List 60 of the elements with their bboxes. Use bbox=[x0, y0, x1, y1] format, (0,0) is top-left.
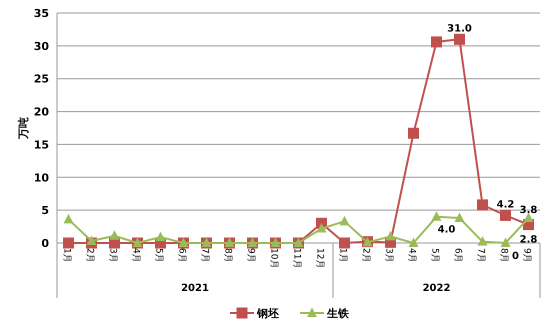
y-tick-label: 30 bbox=[34, 40, 50, 53]
point bbox=[64, 214, 74, 224]
x-tick-label: 6月 bbox=[452, 248, 462, 263]
point bbox=[454, 34, 465, 45]
data-label: 31.0 bbox=[447, 23, 472, 34]
point bbox=[454, 212, 464, 222]
point bbox=[156, 232, 166, 242]
point bbox=[431, 36, 442, 48]
point bbox=[316, 223, 326, 233]
x-tick-label: 6月 bbox=[176, 248, 186, 263]
point bbox=[500, 210, 511, 221]
point bbox=[478, 236, 488, 246]
x-tick-label: 4月 bbox=[406, 248, 416, 263]
data-label: 4.0 bbox=[438, 224, 456, 236]
x-tick-label: 7月 bbox=[200, 248, 210, 263]
x-tick-label: 1月 bbox=[338, 248, 348, 263]
point bbox=[432, 211, 442, 221]
point bbox=[340, 216, 350, 226]
x-tick-label: 5月 bbox=[430, 248, 440, 263]
x-tick-label: 3月 bbox=[384, 248, 394, 263]
data-label: 3.8 bbox=[520, 205, 538, 216]
point bbox=[524, 212, 534, 222]
x-tick-label: 9月 bbox=[522, 248, 532, 263]
point bbox=[408, 128, 419, 139]
data-label: 2.8 bbox=[520, 234, 538, 246]
point bbox=[86, 236, 96, 246]
y-axis-title: 万吨 bbox=[17, 117, 30, 140]
point bbox=[339, 238, 350, 248]
point bbox=[500, 238, 510, 247]
x-tick-label: 8月 bbox=[222, 248, 232, 263]
point bbox=[110, 230, 120, 240]
y-tick-label: 0 bbox=[41, 237, 50, 250]
x-tick-label: 7月 bbox=[476, 248, 486, 263]
y-tick-label: 25 bbox=[34, 72, 49, 86]
x-tick-label: 2月 bbox=[84, 248, 94, 263]
data-label: 0 bbox=[512, 251, 520, 262]
legend-label: 钢坯 bbox=[256, 307, 279, 320]
text: 2022 bbox=[422, 283, 450, 294]
point bbox=[477, 199, 488, 210]
data-label: 4.2 bbox=[496, 199, 514, 210]
y-tick-label: 15 bbox=[34, 138, 49, 152]
text: 2021 bbox=[181, 283, 209, 294]
x-tick-label: 5月 bbox=[154, 248, 164, 263]
y-tick-label: 20 bbox=[34, 106, 50, 119]
x-tick-label: 10月 bbox=[268, 248, 278, 268]
x-tick-label: 9月 bbox=[246, 248, 256, 263]
x-tick-label: 3月 bbox=[108, 248, 118, 263]
x-tick-label: 12月 bbox=[314, 248, 324, 268]
x-tick-label: 8月 bbox=[498, 248, 508, 263]
point bbox=[386, 230, 396, 240]
x-tick-label: 1月 bbox=[62, 248, 72, 263]
y-tick-label: 10 bbox=[34, 171, 50, 184]
y-tick-label: 5 bbox=[41, 204, 49, 218]
point bbox=[408, 238, 418, 247]
legend-label: 生铁 bbox=[326, 307, 350, 320]
y-tick-label: 35 bbox=[34, 7, 49, 20]
point bbox=[63, 238, 74, 248]
x-tick-label: 11月 bbox=[292, 248, 302, 268]
x-tick-label: 2月 bbox=[360, 248, 370, 263]
x-tick-label: 4月 bbox=[130, 248, 140, 263]
